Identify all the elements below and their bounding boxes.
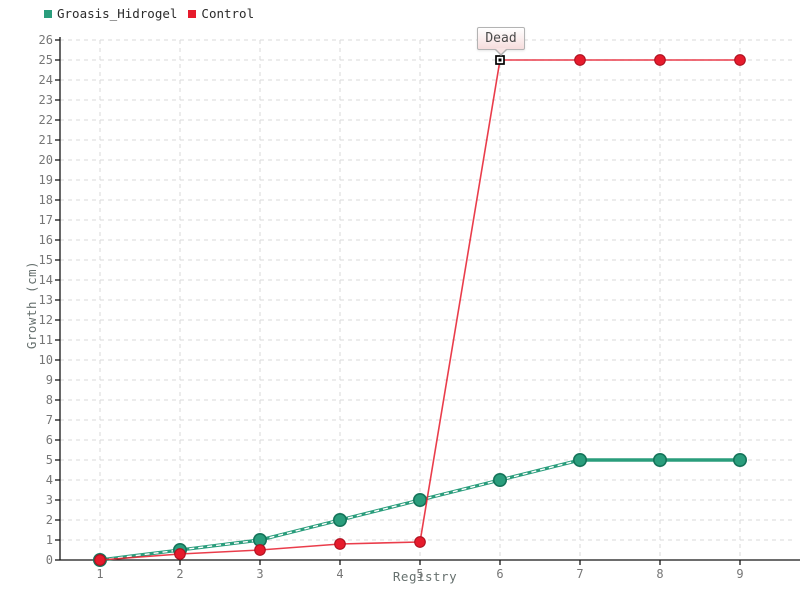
groasis-data-point	[572, 452, 587, 467]
y-tick-label: 13	[39, 293, 53, 307]
x-tick-label: 6	[496, 567, 503, 581]
y-tick-label: 9	[46, 373, 53, 387]
legend-label-control: Control	[201, 6, 255, 21]
control-data-point	[94, 554, 106, 566]
x-tick-label: 4	[336, 567, 343, 581]
y-tick-label: 0	[46, 553, 53, 567]
y-tick-label: 25	[39, 53, 53, 67]
y-tick-label: 22	[39, 113, 53, 127]
y-tick-label: 2	[46, 513, 53, 527]
y-tick-label: 12	[39, 313, 53, 327]
control-data-point	[574, 54, 586, 66]
y-tick-label: 21	[39, 133, 53, 147]
y-tick-label: 14	[39, 273, 53, 287]
control-data-point	[254, 544, 266, 556]
y-tick-label: 4	[46, 473, 53, 487]
control-data-point	[654, 54, 666, 66]
axes: 0123456789101112131415161718192021222324…	[39, 33, 800, 581]
data-series	[93, 54, 747, 567]
y-tick-label: 3	[46, 493, 53, 507]
y-tick-label: 24	[39, 73, 53, 87]
y-tick-label: 8	[46, 393, 53, 407]
x-tick-label: 9	[736, 567, 743, 581]
y-tick-label: 23	[39, 93, 53, 107]
x-tick-label: 8	[656, 567, 663, 581]
x-tick-label: 2	[176, 567, 183, 581]
y-tick-label: 10	[39, 353, 53, 367]
annotation-label: Dead	[485, 31, 517, 46]
y-tick-label: 7	[46, 413, 53, 427]
legend: Groasis_Hidrogel Control	[44, 6, 254, 21]
y-tick-label: 18	[39, 193, 53, 207]
legend-swatch-control	[188, 9, 197, 18]
annotation-tooltip: Dead	[477, 27, 525, 50]
x-tick-label: 7	[576, 567, 583, 581]
y-tick-label: 11	[39, 333, 53, 347]
groasis-data-point	[652, 452, 667, 467]
x-tick-label: 5	[416, 567, 423, 581]
y-axis-title: Growth (cm)	[24, 261, 39, 349]
y-tick-label: 16	[39, 233, 53, 247]
legend-item-control[interactable]: Control	[188, 6, 254, 21]
x-tick-label: 3	[256, 567, 263, 581]
gridlines	[60, 39, 795, 560]
y-tick-label: 6	[46, 433, 53, 447]
y-tick-label: 19	[39, 173, 53, 187]
dead-annotation-marker-dot	[498, 58, 502, 62]
control-data-point	[334, 538, 346, 550]
legend-label-groasis-hidrogel: Groasis_Hidrogel	[57, 6, 178, 21]
legend-item-groasis-hidrogel[interactable]: Groasis_Hidrogel	[44, 6, 177, 21]
y-tick-label: 17	[39, 213, 53, 227]
y-tick-label: 20	[39, 153, 53, 167]
groasis-data-point	[412, 492, 427, 507]
y-tick-label: 5	[46, 453, 53, 467]
x-tick-label: 1	[96, 567, 103, 581]
x-axis-title: Registry	[393, 569, 457, 584]
control-data-point	[174, 548, 186, 560]
legend-swatch-groasis-hidrogel	[44, 9, 52, 18]
groasis-data-point	[492, 472, 507, 487]
control-line	[99, 59, 740, 561]
control-data-point	[414, 536, 426, 548]
y-tick-label: 1	[46, 533, 53, 547]
control-data-point	[734, 54, 746, 66]
y-tick-label: 26	[39, 33, 53, 47]
groasis-data-point	[332, 512, 347, 527]
groasis-data-point	[732, 452, 747, 467]
y-tick-label: 15	[39, 253, 53, 267]
